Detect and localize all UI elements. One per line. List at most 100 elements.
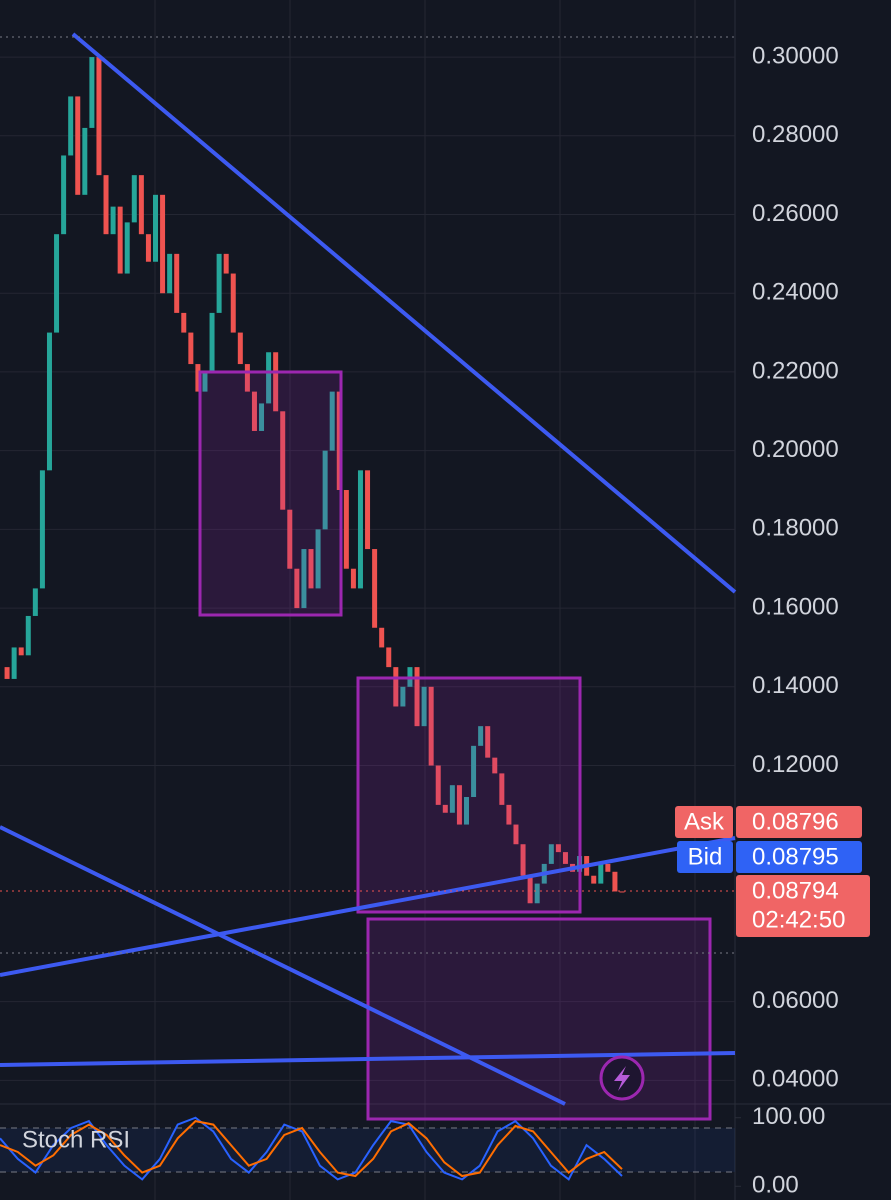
candle (230, 273, 236, 333)
candle (251, 391, 257, 431)
candle (365, 470, 371, 550)
candle (315, 529, 321, 589)
candle (329, 391, 335, 451)
candle (322, 450, 328, 530)
candle (96, 57, 102, 176)
y-tick-label: 0.18000 (752, 515, 839, 542)
candle (223, 253, 229, 274)
candle (301, 549, 307, 609)
y-tick-label: 0.24000 (752, 279, 839, 306)
candle (18, 647, 24, 656)
candle (520, 844, 526, 876)
candle (421, 686, 427, 727)
candle (357, 470, 363, 589)
indicator-line (0, 1116, 623, 1181)
candle (548, 844, 554, 864)
ask-label: Ask (684, 808, 725, 835)
candle (195, 364, 201, 392)
candle (103, 175, 109, 235)
lightning (614, 1066, 630, 1091)
candle (492, 757, 498, 774)
candle (343, 490, 349, 569)
indicator-title: Stoch RSI (22, 1126, 130, 1153)
candle (414, 667, 420, 727)
candle (534, 883, 540, 904)
candle (591, 875, 597, 884)
candle (145, 234, 151, 262)
candle (54, 234, 60, 333)
candle (160, 194, 166, 294)
candle (372, 549, 378, 628)
candle (259, 403, 265, 431)
candle (456, 785, 462, 825)
candle (188, 332, 194, 365)
candle (181, 312, 187, 333)
candle (75, 96, 81, 195)
candle (110, 206, 116, 235)
y-tick-label: 0.28000 (752, 121, 839, 148)
candle (11, 647, 17, 679)
candle (46, 332, 52, 471)
candle (124, 222, 130, 274)
candle (237, 332, 243, 365)
candle (216, 253, 222, 313)
candle (117, 206, 123, 274)
y-tick-label: 0.20000 (752, 436, 839, 463)
candle (464, 797, 469, 825)
candle (153, 194, 158, 262)
candle (393, 667, 399, 707)
candle (138, 175, 144, 235)
box (198, 370, 343, 617)
candle (61, 155, 67, 235)
y-tick-label: 0.06000 (752, 987, 839, 1014)
candle (280, 411, 286, 510)
candle (350, 568, 356, 589)
box (366, 917, 712, 1121)
ask-tag (675, 806, 733, 838)
countdown: 02:42:50 (752, 906, 845, 933)
candle (174, 253, 180, 313)
candle (131, 175, 137, 223)
indicator: 100.00 0.00 (0, 1103, 825, 1199)
candle (25, 615, 31, 656)
candle (336, 391, 342, 491)
bid-price: 0.08795 (752, 843, 839, 870)
candle (435, 765, 441, 805)
candle (4, 667, 10, 679)
candle (68, 96, 74, 156)
candle (471, 745, 477, 798)
candle (527, 875, 533, 904)
candle (266, 352, 272, 404)
candle (485, 726, 491, 758)
candle (619, 891, 625, 893)
candle (32, 588, 38, 616)
bid-label: Bid (688, 843, 723, 870)
candle (386, 647, 392, 668)
candle (598, 863, 604, 884)
candle (244, 364, 250, 392)
y-tick-label: 0.04000 (752, 1066, 839, 1093)
candle (400, 686, 406, 707)
candle (89, 57, 95, 128)
ask-price: 0.08796 (752, 808, 839, 835)
y-tick-label: 0.26000 (752, 200, 839, 227)
candle (202, 371, 208, 392)
y-tick-label: 0.12000 (752, 751, 839, 778)
candle (449, 785, 455, 813)
candle (82, 127, 88, 195)
bid-box (736, 841, 862, 873)
indicator-line (0, 1120, 623, 1178)
y-tick-label: 0.14000 (752, 672, 839, 699)
trend-line (0, 836, 736, 977)
last-price: 0.08794 (752, 877, 839, 904)
candle (478, 726, 484, 746)
candle (442, 804, 448, 813)
ask-box (736, 806, 862, 838)
trend-line (0, 1051, 736, 1067)
indicator-tick-label: 100.00 (752, 1103, 825, 1130)
candle (209, 312, 215, 372)
candle (379, 627, 385, 648)
trend-line (71, 32, 737, 594)
candle (555, 844, 561, 853)
